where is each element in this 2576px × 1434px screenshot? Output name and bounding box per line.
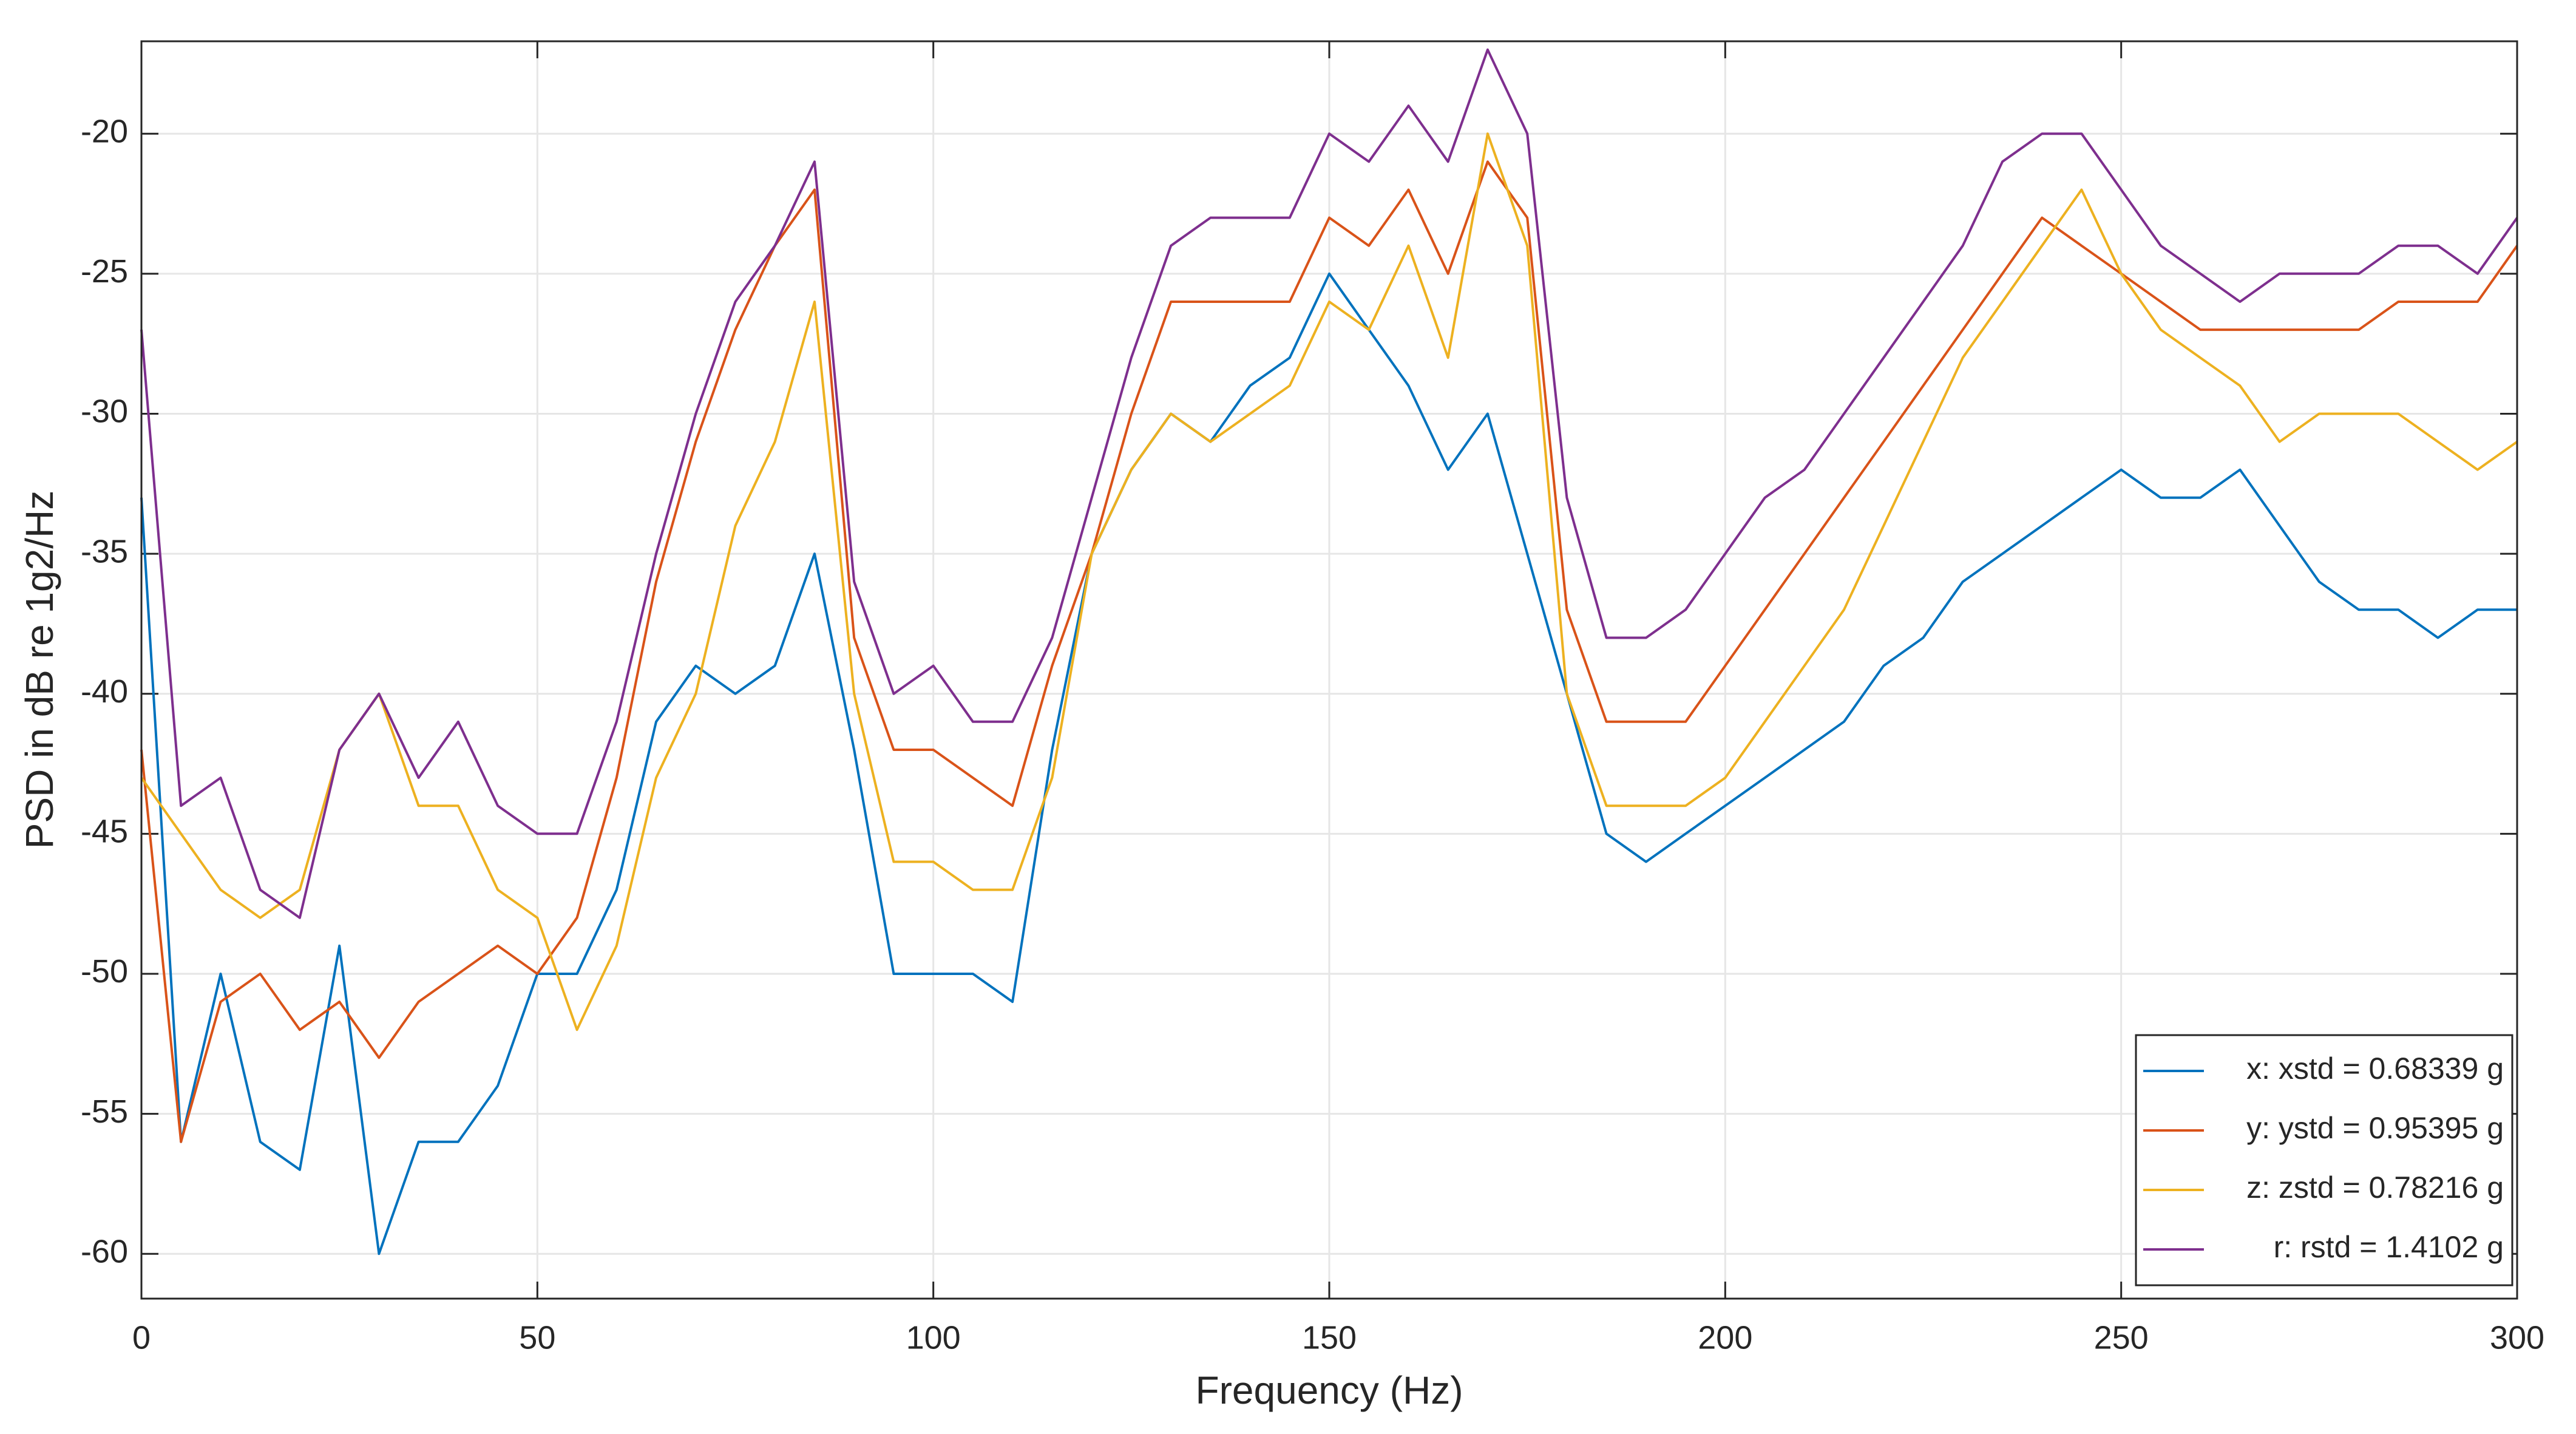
y-tick-label: -50 [81,953,128,990]
y-tick-label: -60 [81,1233,128,1269]
legend-label: r: rstd = 1.4102 g [2274,1230,2504,1264]
x-tick-label: 250 [2094,1319,2149,1356]
x-tick-label: 0 [132,1319,151,1356]
legend-label: x: xstd = 0.68339 g [2246,1052,2504,1086]
y-axis-label: PSD in dB re 1g2/Hz [18,491,61,849]
x-axis-label: Frequency (Hz) [1196,1368,1463,1412]
y-tick-label: -40 [81,673,128,710]
x-tick-label: 150 [1302,1319,1357,1356]
legend-label: z: zstd = 0.78216 g [2246,1171,2504,1205]
y-tick-label: -45 [81,814,128,850]
x-tick-label: 100 [906,1319,961,1356]
series-line [140,48,2518,919]
series-line [140,132,2518,1031]
x-tick-label: 50 [519,1319,555,1356]
x-tick-label: 300 [2490,1319,2544,1356]
legend-label: y: ystd = 0.95395 g [2246,1111,2504,1145]
x-tick-label: 200 [1698,1319,1752,1356]
y-tick-label: -55 [81,1093,128,1130]
y-tick-label: -20 [81,113,128,149]
legend-box [2135,1034,2513,1286]
y-tick-label: -30 [81,393,128,430]
plot-frame [140,40,2518,1300]
y-tick-label: -25 [81,253,128,290]
y-tick-label: -35 [81,533,128,569]
